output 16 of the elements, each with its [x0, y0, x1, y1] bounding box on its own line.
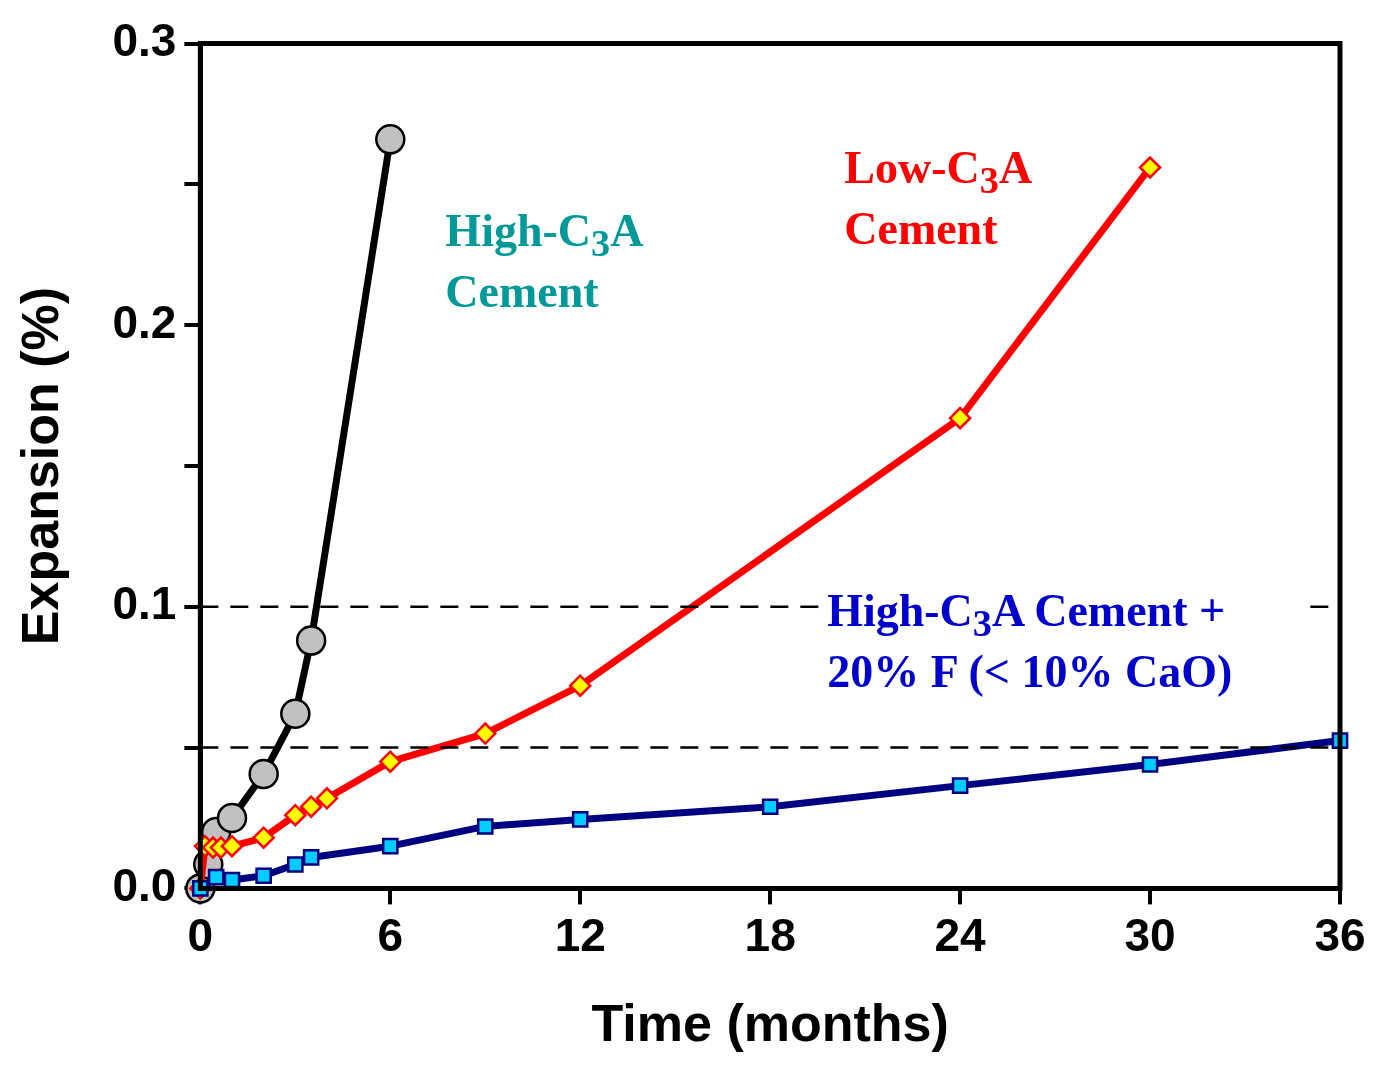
x-tick-label: 6: [377, 908, 404, 961]
x-tick-label: 18: [744, 908, 796, 961]
y-tick-label: 0.3: [112, 14, 177, 67]
y-tick-label: 0.1: [112, 577, 177, 630]
x-tick-label: 12: [554, 908, 606, 961]
y-tick-label: 0.2: [112, 295, 177, 348]
series-label: High-C$_{3}$A Cement + 20% F (< 10% CaO): [827, 584, 1308, 699]
y-axis-title: Expansion (%): [10, 286, 69, 646]
y-tick-label: 0.0: [112, 859, 177, 912]
x-tick-label: 24: [934, 908, 987, 961]
series-label: High-C$_{3}$A Cement: [445, 204, 643, 319]
x-tick-label: 30: [1124, 908, 1176, 961]
series-label: Low-C$_{3}$A Cement: [844, 140, 1032, 255]
x-tick-label: 0: [187, 908, 214, 961]
x-axis-title: Time (months): [591, 994, 949, 1053]
x-tick-label: 36: [1314, 908, 1366, 961]
